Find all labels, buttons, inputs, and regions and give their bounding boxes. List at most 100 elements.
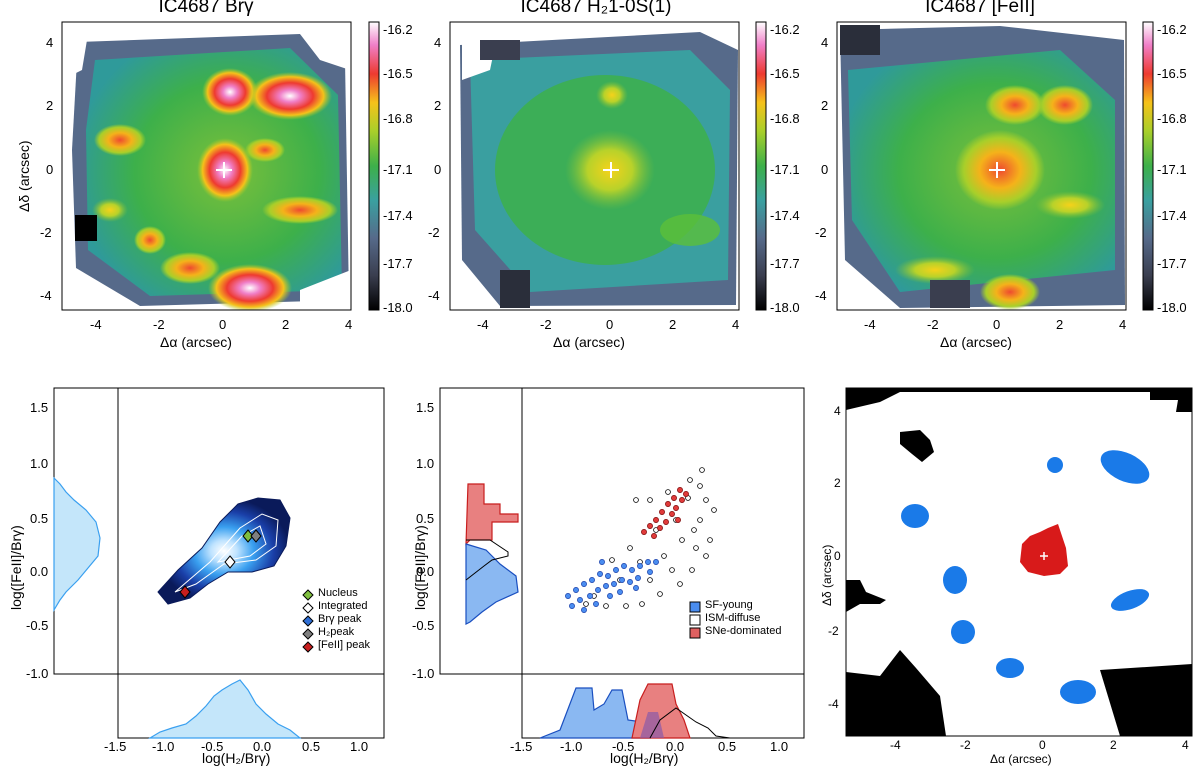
cbar-tick: -17.7 xyxy=(1157,256,1187,271)
cbar-tick: -17.1 xyxy=(1157,162,1187,177)
xtick: 4 xyxy=(732,317,740,332)
ytick: 0.0 xyxy=(30,564,49,579)
ytick: 0 xyxy=(434,162,442,177)
ytick: 2 xyxy=(46,98,54,113)
ytick: 0 xyxy=(821,162,829,177)
ytick: 0 xyxy=(834,549,841,563)
xtick: 1.0 xyxy=(350,739,369,754)
xtick: 0 xyxy=(993,317,1001,332)
scatter-sne xyxy=(641,487,689,539)
ytick: -0.5 xyxy=(412,618,435,633)
ytick: 0.0 xyxy=(416,564,435,579)
map-feii xyxy=(836,21,1127,311)
scatter-sf xyxy=(565,559,659,613)
ytick: -4 xyxy=(40,288,52,303)
legend-item: ISM-diffuse xyxy=(705,612,761,624)
xtick: -2 xyxy=(153,317,165,332)
xtick: -1.0 xyxy=(152,739,175,754)
xtick: -1.5 xyxy=(104,739,127,754)
class-map xyxy=(845,387,1193,737)
xtick: 2 xyxy=(669,317,677,332)
xtick: -4 xyxy=(477,317,489,332)
ytick: 0.5 xyxy=(30,511,49,526)
legend-item: [FeII] peak xyxy=(318,639,370,651)
map-bry xyxy=(61,21,352,311)
map-title-bry: IC4687 Brγ xyxy=(158,0,254,17)
xtick: 1.0 xyxy=(770,739,789,754)
xtick: 0.0 xyxy=(253,739,272,754)
ytick: 4 xyxy=(46,35,54,50)
cbar-tick: -16.2 xyxy=(770,22,800,37)
cbar-tick: -16.8 xyxy=(1157,111,1187,126)
map-ylabel-bry: Δδ (arcsec) xyxy=(16,140,32,212)
ytick: -4 xyxy=(428,288,440,303)
xtick: 2 xyxy=(1056,317,1064,332)
xtick: 0.5 xyxy=(302,739,321,754)
ytick: -1.0 xyxy=(26,666,49,681)
xtick: -2 xyxy=(927,317,939,332)
ytick: 2 xyxy=(434,98,442,113)
xtick: -4 xyxy=(90,317,102,332)
diagram-left-ylabel: log([FeII]/Brγ) xyxy=(8,525,24,610)
xtick: 2 xyxy=(282,317,290,332)
cbar-tick: -17.7 xyxy=(770,256,800,271)
map-title-h2: IC4687 H₂1-0S(1) xyxy=(520,0,672,17)
class-map-ylabel: Δδ (arcsec) xyxy=(820,544,834,606)
cbar-tick: -16.5 xyxy=(383,66,413,81)
cbar-tick: -17.1 xyxy=(770,162,800,177)
diagram-middle xyxy=(439,387,805,739)
map-xlabel-feii: Δα (arcsec) xyxy=(940,334,1012,350)
ytick: -4 xyxy=(828,697,839,711)
cbar-tick: -17.1 xyxy=(383,162,413,177)
cbar-tick: -17.4 xyxy=(770,208,800,223)
ytick: 4 xyxy=(434,35,442,50)
xtick: -0.5 xyxy=(201,739,224,754)
cbar-tick: -17.4 xyxy=(383,208,413,223)
map-xlabel-bry: Δα (arcsec) xyxy=(160,334,232,350)
cbar-tick: -16.8 xyxy=(383,111,413,126)
map-h2 xyxy=(449,21,740,311)
legend-item: H₂peak xyxy=(318,626,355,638)
diagram-left xyxy=(53,387,385,739)
xtick: -4 xyxy=(864,317,876,332)
class-map-xlabel: Δα (arcsec) xyxy=(990,752,1052,766)
xtick: 0.0 xyxy=(666,739,685,754)
legend-item: SNe-dominated xyxy=(705,625,782,637)
xtick: 0 xyxy=(606,317,614,332)
ytick: -4 xyxy=(815,288,827,303)
xtick: -4 xyxy=(890,738,901,752)
legend-item: SF-young xyxy=(705,599,753,611)
xtick: 4 xyxy=(1119,317,1127,332)
ytick: -1.0 xyxy=(412,666,435,681)
legend-left-markers xyxy=(302,589,314,653)
xtick: -0.5 xyxy=(612,739,635,754)
ytick: -0.5 xyxy=(26,618,49,633)
colorbars xyxy=(368,21,1154,311)
cbar-tick: -17.4 xyxy=(1157,208,1187,223)
xtick: -1.5 xyxy=(510,739,533,754)
cbar-tick: -16.2 xyxy=(383,22,413,37)
cbar-tick: -17.7 xyxy=(383,256,413,271)
xtick: -1.0 xyxy=(560,739,583,754)
scatter-ism xyxy=(583,467,717,609)
xtick: -2 xyxy=(540,317,552,332)
cbar-tick: -16.8 xyxy=(770,111,800,126)
diagram-mid-xlabel: log(H₂/Brγ) xyxy=(610,750,679,766)
map-title-feii: IC4687 [FeII] xyxy=(925,0,1035,17)
xtick: 2 xyxy=(1110,738,1117,752)
ytick: 4 xyxy=(821,35,829,50)
legend-item: Brγ peak xyxy=(318,613,362,625)
ytick: 2 xyxy=(821,98,829,113)
cbar-tick: -16.2 xyxy=(1157,22,1187,37)
ytick: 1.0 xyxy=(416,456,435,471)
ytick: -2 xyxy=(828,624,839,638)
ytick: 4 xyxy=(834,404,841,418)
xtick: 4 xyxy=(1182,738,1189,752)
ytick: 0.5 xyxy=(416,511,435,526)
cbar-tick: -18.0 xyxy=(770,300,800,315)
xtick: 0 xyxy=(219,317,227,332)
xtick: -2 xyxy=(960,738,971,752)
cbar-tick: -16.5 xyxy=(1157,66,1187,81)
legend-mid-markers xyxy=(689,601,701,639)
